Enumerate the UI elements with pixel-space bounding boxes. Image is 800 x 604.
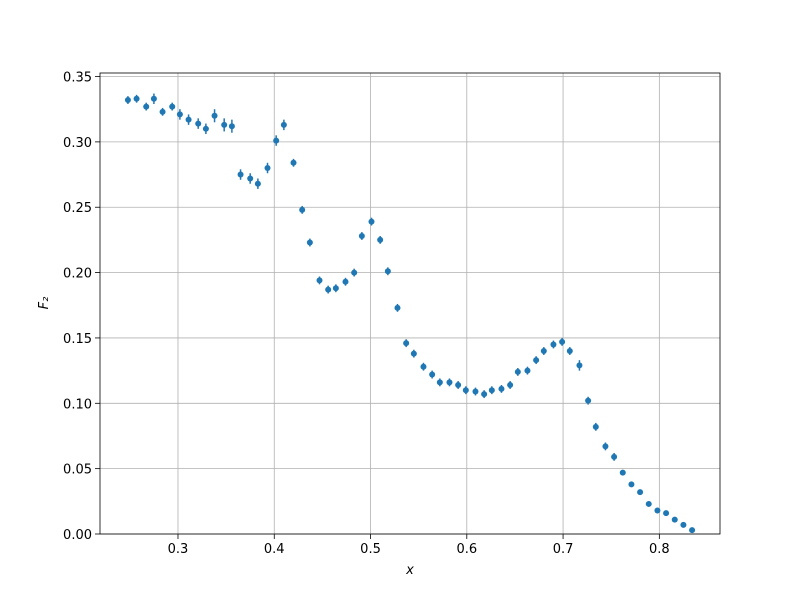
point [195, 120, 202, 127]
point [185, 116, 192, 123]
point [325, 286, 332, 293]
x-axis-label: x [405, 563, 414, 578]
point [462, 387, 469, 394]
point [237, 171, 244, 178]
point [351, 269, 358, 276]
point [576, 362, 583, 369]
x-tick-label: 0.8 [649, 542, 670, 557]
point [488, 387, 495, 394]
point [410, 350, 417, 357]
point [247, 175, 254, 182]
point [472, 388, 479, 395]
y-tick-label: 0.30 [63, 136, 92, 151]
point [455, 381, 462, 388]
point [221, 121, 228, 128]
point [436, 379, 443, 386]
point [133, 95, 140, 102]
point [689, 527, 696, 534]
point [273, 137, 280, 144]
point [384, 268, 391, 275]
point [280, 121, 287, 128]
point [671, 516, 678, 523]
point [446, 379, 453, 386]
point [368, 218, 375, 225]
point [228, 123, 235, 130]
point [540, 348, 547, 355]
point [264, 165, 271, 172]
point [124, 97, 131, 104]
point [524, 367, 531, 374]
point [645, 500, 652, 507]
point [394, 304, 401, 311]
y-tick-label: 0.25 [63, 201, 92, 216]
x-tick-label: 0.3 [168, 542, 189, 557]
point [680, 521, 687, 528]
point [358, 232, 365, 239]
point [420, 363, 427, 370]
point [150, 95, 157, 102]
y-tick-label: 0.10 [63, 397, 92, 412]
point [299, 206, 306, 213]
point [169, 103, 176, 110]
point [654, 507, 661, 514]
point [290, 159, 297, 166]
point [316, 277, 323, 284]
point [176, 111, 183, 118]
point [566, 348, 573, 355]
point [507, 381, 514, 388]
point [550, 341, 557, 348]
point [403, 340, 410, 347]
x-tick-label: 0.5 [360, 542, 381, 557]
point [602, 443, 609, 450]
y-tick-label: 0.35 [63, 71, 92, 86]
point [429, 371, 436, 378]
x-tick-label: 0.7 [553, 542, 574, 557]
point [332, 285, 339, 292]
point [143, 103, 150, 110]
y-tick-label: 0.15 [63, 332, 92, 347]
point [533, 357, 540, 364]
point [611, 453, 618, 460]
point [619, 469, 626, 476]
y-tick-label: 0.05 [63, 463, 92, 478]
y-axis-label: F₂ [37, 297, 52, 310]
point [592, 423, 599, 430]
plot-frame [99, 72, 721, 535]
point [159, 108, 166, 115]
point [559, 338, 566, 345]
point [481, 391, 488, 398]
point [498, 385, 505, 392]
point [342, 278, 349, 285]
y-tick-label: 0.00 [63, 528, 92, 543]
point [202, 125, 209, 132]
point [377, 236, 384, 243]
point [637, 489, 644, 496]
y-tick-label: 0.20 [63, 267, 92, 282]
point [628, 481, 635, 488]
point [254, 180, 261, 187]
x-tick-label: 0.4 [264, 542, 285, 557]
point [585, 397, 592, 404]
x-tick-label: 0.6 [456, 542, 477, 557]
point [514, 368, 521, 375]
point [211, 112, 218, 119]
point [663, 510, 670, 517]
point [306, 239, 313, 246]
